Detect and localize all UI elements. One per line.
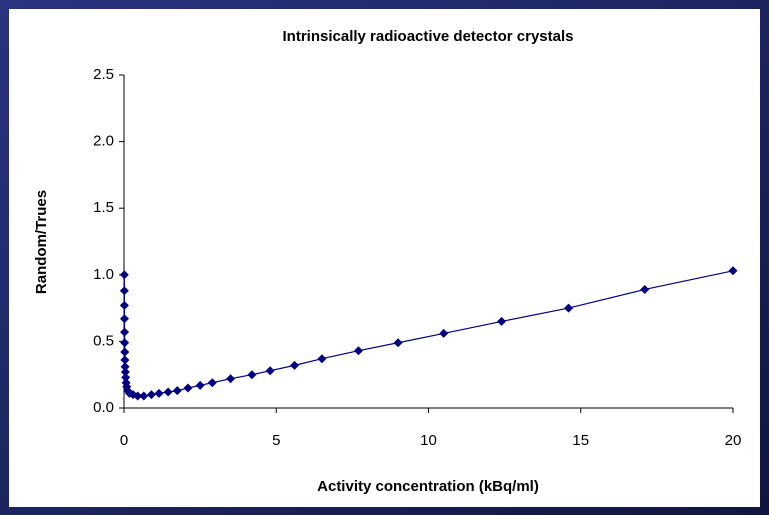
x-tick-label: 20 <box>725 432 742 449</box>
marker <box>393 338 403 348</box>
marker <box>640 284 650 294</box>
y-tick-label: 1.0 <box>93 266 114 283</box>
x-tick-label: 5 <box>272 432 280 449</box>
marker <box>728 266 738 276</box>
chart-panel <box>9 9 760 507</box>
marker <box>119 270 129 280</box>
y-tick-label: 2.5 <box>93 66 114 83</box>
marker <box>120 327 130 337</box>
marker <box>439 328 449 338</box>
y-tick-label: 1.5 <box>93 199 114 216</box>
marker <box>119 300 129 310</box>
marker <box>120 367 130 377</box>
y-tick-label: 0.5 <box>93 332 114 349</box>
marker <box>154 388 164 398</box>
marker <box>290 360 300 370</box>
marker <box>226 374 236 384</box>
x-tick-label: 15 <box>572 432 589 449</box>
marker <box>172 386 182 396</box>
marker <box>207 378 217 388</box>
marker <box>120 362 130 372</box>
marker <box>119 314 129 324</box>
marker <box>146 390 156 400</box>
marker <box>121 372 131 382</box>
y-tick-label: 0.0 <box>93 399 114 416</box>
marker <box>120 338 130 348</box>
marker <box>497 316 507 326</box>
marker <box>195 380 205 390</box>
marker <box>353 346 363 356</box>
marker <box>119 286 129 296</box>
marker <box>265 366 275 376</box>
marker <box>317 354 327 364</box>
marker <box>120 355 130 365</box>
chart-title: Intrinsically radioactive detector cryst… <box>283 28 574 45</box>
marker <box>120 347 130 357</box>
x-tick-label: 10 <box>420 432 437 449</box>
y-axis-title: Random/Trues <box>33 190 50 294</box>
x-tick-label: 0 <box>120 432 128 449</box>
marker <box>139 391 149 401</box>
marker <box>163 387 173 397</box>
x-axis-title: Activity concentration (kBq/ml) <box>317 478 539 495</box>
y-tick-label: 2.0 <box>93 133 114 150</box>
marker <box>183 383 193 393</box>
marker <box>247 370 257 380</box>
marker <box>564 303 574 313</box>
marker <box>133 391 143 401</box>
